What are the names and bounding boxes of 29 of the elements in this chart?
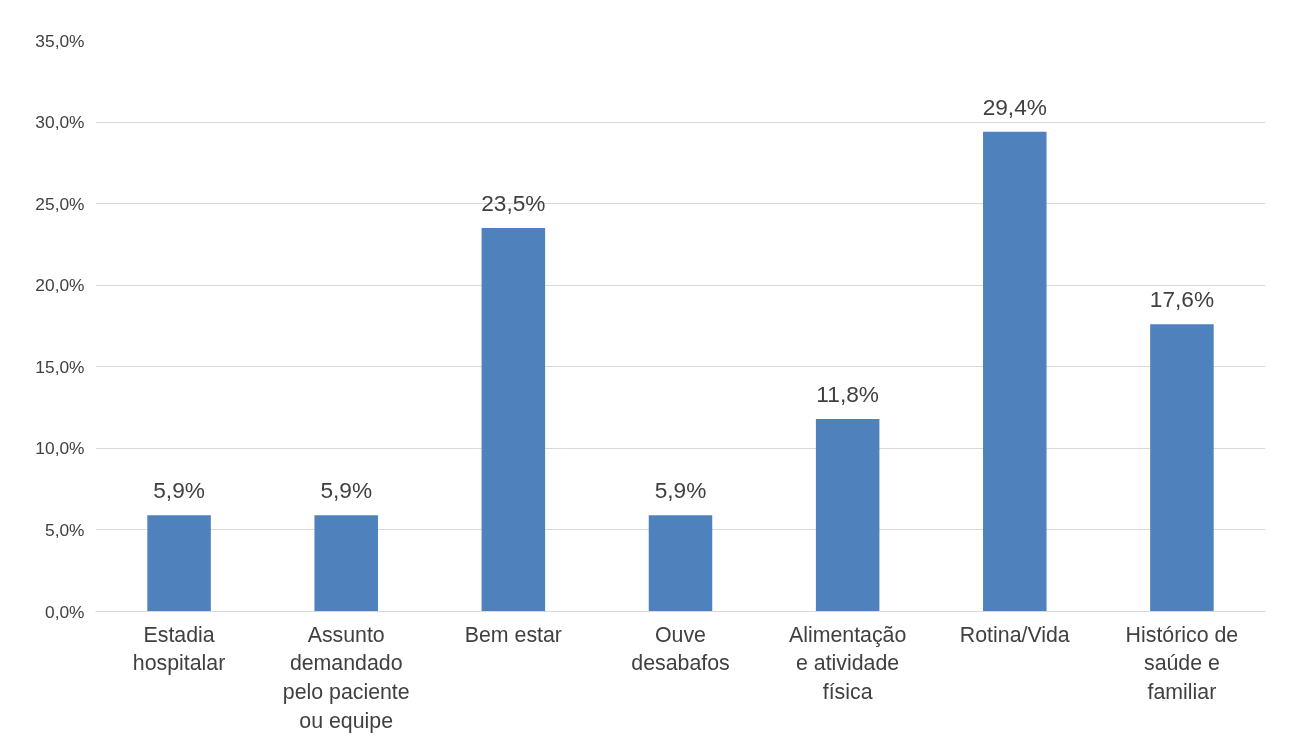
x-tick-label: Alimentação e atividade física: [788, 622, 907, 705]
bar: [314, 515, 378, 612]
bar: [481, 228, 546, 612]
bar: [648, 515, 713, 612]
y-tick-label: 15,0%: [35, 356, 85, 377]
data-label: 17,6%: [1149, 286, 1215, 313]
bar: [815, 418, 880, 612]
data-label: 5,9%: [320, 477, 373, 504]
y-tick-label: 10,0%: [35, 438, 85, 459]
data-label: 29,4%: [982, 93, 1047, 120]
y-tick-label: 5,0%: [45, 519, 85, 540]
x-tick-label: Estadia hospitalar: [132, 622, 226, 676]
x-tick-label: Rotina/Vida: [959, 622, 1070, 647]
y-tick-label: 35,0%: [35, 30, 85, 51]
y-tick-label: 0,0%: [45, 601, 85, 622]
y-tick-label: 20,0%: [35, 275, 85, 296]
data-label: 11,8%: [816, 380, 879, 407]
y-tick-label: 30,0%: [35, 112, 85, 133]
bar: [1150, 324, 1214, 612]
x-tick-label: Histórico de saúde e familiar: [1125, 622, 1239, 705]
x-tick-label: Bem estar: [464, 622, 562, 647]
bar: [147, 515, 211, 612]
bar: [983, 131, 1047, 612]
data-label: 5,9%: [153, 477, 205, 504]
x-tick-label: Ouve desabafos: [631, 622, 730, 676]
y-tick-label: 25,0%: [35, 193, 85, 214]
data-label: 5,9%: [654, 477, 707, 504]
x-tick-label: Assunto demandado pelo paciente ou equipe: [282, 622, 410, 733]
data-label: 23,5%: [481, 190, 546, 217]
